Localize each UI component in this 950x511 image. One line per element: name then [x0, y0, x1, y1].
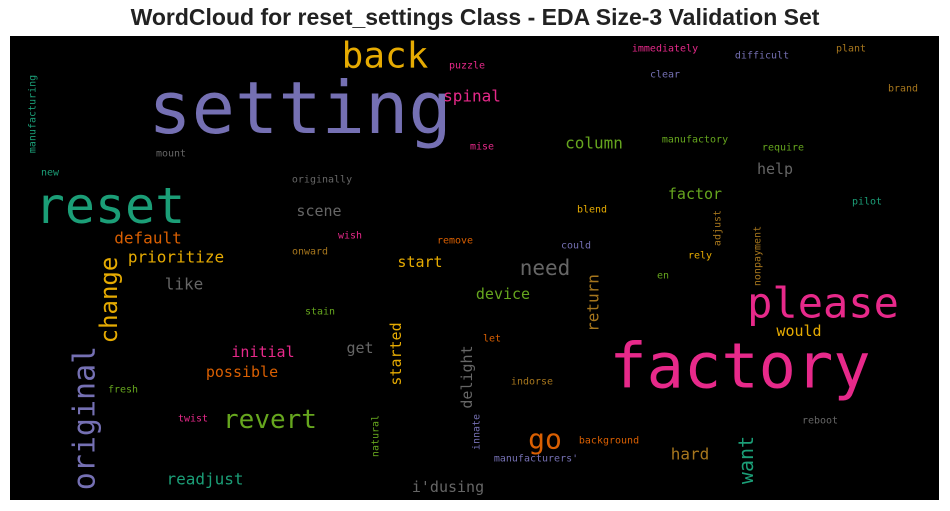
- word-new: new: [41, 168, 60, 179]
- word-adjust: adjust: [713, 210, 724, 246]
- word-brand: brand: [888, 84, 918, 95]
- word-would: would: [776, 322, 821, 340]
- word-default: default: [114, 229, 181, 248]
- word-reset: reset: [35, 177, 186, 235]
- wordcloud-svg: setting factory reset please back original rev…: [10, 36, 939, 500]
- word-help: help: [757, 160, 793, 178]
- word-immediately: immediately: [632, 44, 698, 55]
- word-manufacturing: manufacturing: [28, 75, 39, 153]
- word-factory: factory: [609, 330, 870, 403]
- word-innate: innate: [472, 414, 483, 450]
- word-want: want: [734, 436, 758, 484]
- word-require: require: [762, 143, 804, 154]
- word-readjust: readjust: [166, 470, 243, 489]
- word-could: could: [561, 241, 591, 252]
- word-device: device: [476, 285, 530, 303]
- word-back: back: [342, 36, 429, 77]
- word-column: column: [565, 134, 623, 153]
- word-wish: wish: [338, 231, 362, 242]
- word-scene: scene: [296, 202, 341, 220]
- word-return: return: [584, 274, 603, 332]
- word-i-dusing: i'dusing: [412, 478, 484, 496]
- word-natural: natural: [371, 415, 382, 457]
- word-hard: hard: [671, 445, 710, 464]
- word-manufactory: manufactory: [662, 135, 728, 146]
- word-initial: initial: [231, 343, 294, 361]
- word-let: let: [483, 334, 501, 345]
- word-spinal: spinal: [443, 87, 501, 106]
- word-started: started: [387, 322, 405, 385]
- word-manufacturers-: manufacturers': [494, 454, 578, 465]
- word-blend: blend: [577, 205, 607, 216]
- word-puzzle: puzzle: [449, 61, 485, 72]
- word-mise: mise: [470, 142, 494, 153]
- word-delight: delight: [458, 345, 476, 408]
- word-possible: possible: [206, 363, 278, 381]
- word-like: like: [165, 275, 204, 294]
- word-stain: stain: [305, 307, 335, 318]
- word-prioritize: prioritize: [128, 248, 224, 267]
- word-pilot: pilot: [852, 197, 882, 208]
- word-clear: clear: [650, 70, 680, 81]
- word-please: please: [747, 279, 899, 328]
- word-rely: rely: [688, 251, 712, 262]
- word-revert: revert: [223, 405, 317, 435]
- word-original: original: [68, 346, 103, 491]
- word-indorse: indorse: [511, 377, 553, 388]
- word-originally: originally: [292, 175, 352, 186]
- word-go: go: [528, 423, 562, 456]
- word-nonpayment: nonpayment: [753, 226, 764, 286]
- word-plant: plant: [836, 44, 866, 55]
- word-en: en: [657, 271, 669, 282]
- word-change: change: [95, 257, 123, 344]
- word-difficult: difficult: [735, 51, 789, 62]
- word-background: background: [579, 436, 639, 447]
- word-need: need: [520, 256, 571, 280]
- word-fresh: fresh: [108, 385, 138, 396]
- word-twist: twist: [178, 414, 208, 425]
- word-mount: mount: [156, 149, 186, 160]
- word-onward: onward: [292, 247, 328, 258]
- chart-title: WordCloud for reset_settings Class - EDA…: [130, 4, 820, 30]
- wordcloud-canvas: setting factory reset please back original rev…: [10, 36, 939, 500]
- word-start: start: [397, 253, 442, 271]
- word-remove: remove: [437, 236, 473, 247]
- word-factor: factor: [668, 185, 722, 203]
- word-get: get: [346, 339, 373, 357]
- word-reboot: reboot: [802, 416, 838, 427]
- word-setting: setting: [148, 66, 451, 150]
